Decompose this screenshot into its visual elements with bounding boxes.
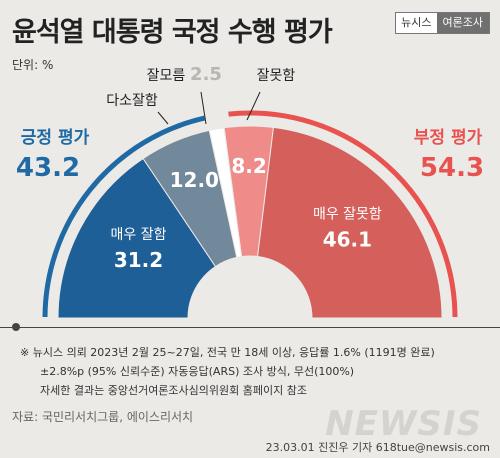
footer-bullet — [12, 323, 20, 331]
badge-agency: 뉴시스 — [396, 13, 437, 33]
negative-group-label: 부정 평가 — [414, 128, 483, 148]
survey-note-line-3: 자세한 결과는 중앙선거여론조사심의위원회 홈페이지 참조 — [40, 384, 307, 397]
source-badge: 뉴시스 여론조사 — [395, 12, 490, 34]
slice-4-value: 46.1 — [323, 228, 372, 252]
slice-3-leader — [246, 91, 261, 121]
slice-1-label: 다소잘함 — [106, 93, 158, 109]
positive-group-arc — [42, 115, 206, 317]
positive-group-value: 43.2 — [16, 153, 80, 183]
donut-hole — [188, 256, 312, 318]
donut-chart: 매우 잘함 31.2 12.0 8.2 매우 잘못함 46.1 다소잘함 잘모름 2.5 잘못함긍… — [16, 64, 484, 319]
newsis-watermark: NEWSIS — [325, 404, 482, 444]
badge-category: 여론조사 — [436, 13, 489, 33]
page-title: 윤석열 대통령 국정 수행 평가 — [12, 17, 333, 48]
footer-divider — [0, 327, 500, 328]
slice-1-value: 12.0 — [170, 168, 219, 192]
slice-3-label: 잘못함 — [257, 68, 296, 84]
reporter-credit: 23.03.01 진진우 기자 618tue@newsis.com — [265, 441, 490, 454]
slice-2-label: 잘모름 — [147, 68, 186, 84]
slice-4-label: 매우 잘못함 — [313, 207, 382, 223]
slice-0-label: 매우 잘함 — [111, 227, 167, 243]
data-source: 자료: 국민리서치그룹, 에이스리서치 — [12, 410, 194, 424]
unit-label: 단위: % — [12, 58, 54, 72]
negative-group-arc — [228, 110, 458, 317]
negative-group-value: 54.3 — [420, 153, 484, 183]
survey-note-line-2: ±2.8%p (95% 신뢰수준) 자동응답(ARS) 조사 방식, 무선(10… — [40, 365, 355, 378]
survey-note-line-1: ※ 뉴시스 의뢰 2023년 2월 25~27일, 전국 만 18세 이상, 응… — [20, 346, 435, 359]
slice-2-leader — [200, 91, 207, 125]
slice-1-leader — [157, 111, 169, 125]
slice-2-value: 2.5 — [190, 64, 222, 85]
slice-0-value: 31.2 — [114, 248, 163, 272]
slice-3-value: 8.2 — [231, 154, 266, 178]
positive-group-label: 긍정 평가 — [21, 128, 90, 148]
